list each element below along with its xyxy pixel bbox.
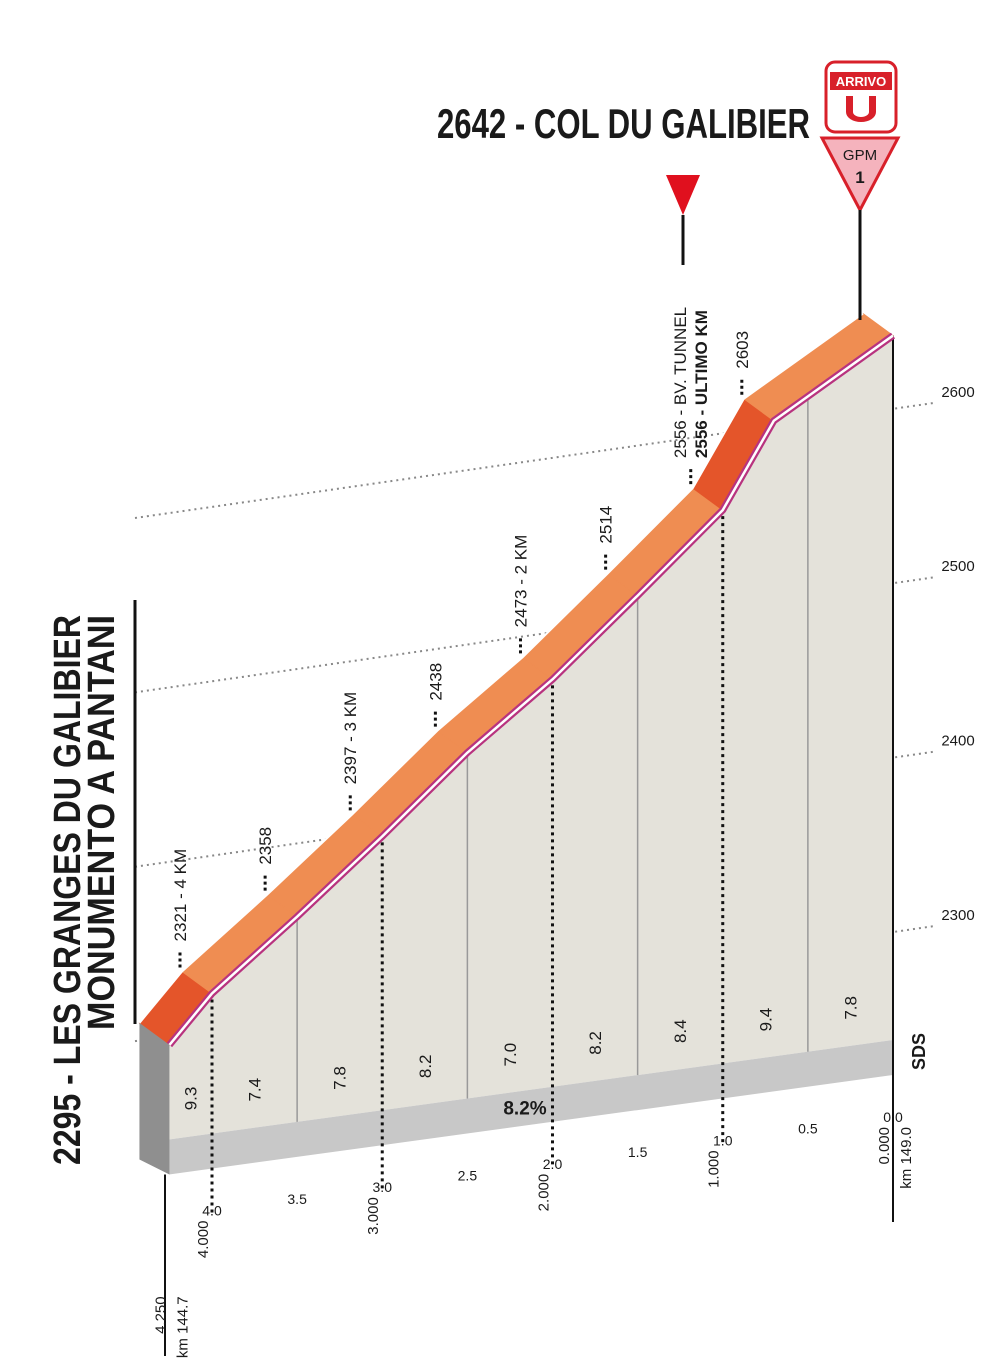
segment-gradient: 7.8 [331, 1066, 350, 1090]
floor-band [169, 1040, 893, 1175]
segment-gradient: 8.4 [671, 1019, 690, 1043]
km-marker-label: 4.250 [152, 1296, 169, 1334]
km-marker-label: 2.000 [536, 1174, 553, 1212]
km-marker-label: 0.000 [876, 1127, 893, 1165]
credit: SDS [909, 1033, 929, 1070]
segment-gradient: 7.8 [841, 996, 860, 1020]
gpm-category: 1 [855, 168, 864, 187]
annotation-label: 2556 - BV. TUNNEL [671, 307, 690, 458]
km-marker-label: 1.000 [706, 1150, 723, 1188]
annotation-label: 2397 - 3 KM [341, 692, 360, 785]
finish-label: ARRIVO [836, 74, 887, 89]
start-label: MONUMENTO A PANTANI [81, 615, 123, 1030]
annotation-label: 2321 - 4 KM [171, 849, 190, 942]
segment-gradient: 8.2 [586, 1031, 605, 1055]
finish-icon [846, 96, 876, 122]
segment-gradient: 9.4 [756, 1008, 775, 1032]
altitude-tick-label: 2500 [941, 558, 974, 575]
km-marker-label: 3.000 [365, 1197, 382, 1235]
segment-gradient: 8.2 [416, 1054, 435, 1078]
gpm-label: GPM [843, 147, 877, 164]
finish-band [830, 72, 892, 90]
gpm-triangle [819, 136, 901, 214]
annotation-label: 2514 [597, 506, 616, 544]
km-position: km 144.7 [174, 1296, 191, 1358]
start-label: 2295 - LES GRANGES DU GALIBIER [47, 615, 89, 1165]
background-layer: 23002400250026004.03.53.02.52.01.51.00.5… [134, 307, 975, 1358]
annotation-label: 2473 - 2 KM [512, 535, 531, 628]
km-tick-label: 3.5 [287, 1191, 307, 1207]
segment-gradient: 7.0 [501, 1043, 520, 1067]
annotation-label: 2438 [426, 663, 445, 701]
segment-gradient: 9.3 [182, 1087, 201, 1111]
km-tick-label: 2.5 [458, 1167, 478, 1183]
profile-fill [169, 335, 893, 1140]
profile-back-edge [138, 312, 864, 1024]
km-position: km 149.0 [898, 1127, 915, 1189]
annotation-label: 2556 - ULTIMO KM [692, 310, 711, 458]
altitude-tick-label: 2400 [941, 733, 974, 750]
annotation-label: 2358 [256, 827, 275, 865]
segment-gradient: 7.4 [246, 1078, 265, 1102]
altitude-tick-label: 2300 [941, 907, 974, 924]
km-tick-label: 1.5 [628, 1144, 648, 1160]
average-gradient: 8.2% [503, 1099, 546, 1120]
annotation-label: 2603 [733, 331, 752, 369]
km-marker-label: 4.000 [195, 1221, 212, 1259]
tunnel-icon [666, 175, 700, 215]
start-face [139, 1022, 170, 1175]
title: 2642 - COL DU GALIBIER [437, 100, 810, 147]
profile-highlight [168, 334, 894, 1046]
altitude-tick-label: 2600 [941, 384, 974, 401]
km-tick-label: 0.5 [798, 1121, 818, 1137]
